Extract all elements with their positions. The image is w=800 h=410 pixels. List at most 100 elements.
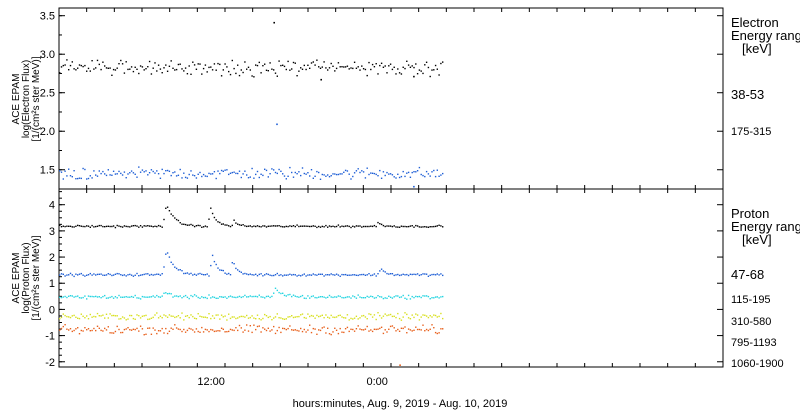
data-point-115-195 <box>260 273 262 275</box>
data-point-175-315 <box>415 171 417 173</box>
data-point-795-1193 <box>102 314 104 316</box>
data-point-115-195 <box>132 275 135 277</box>
data-point-310-580 <box>425 295 428 297</box>
x-tick-label: 0:00 <box>366 376 387 388</box>
data-point-47-68 <box>298 225 300 228</box>
data-point-175-315 <box>87 177 90 180</box>
data-point-1060-1900 <box>175 327 178 329</box>
data-point-175-315 <box>154 172 156 174</box>
data-point-115-195 <box>166 252 169 254</box>
data-point-310-580 <box>102 295 104 298</box>
data-point-38-53 <box>175 68 178 71</box>
data-point-175-315 <box>300 174 302 177</box>
data-point-175-315 <box>60 171 63 173</box>
data-point-115-195 <box>350 274 352 276</box>
data-point-310-580 <box>125 296 127 298</box>
data-point-47-68 <box>429 226 431 228</box>
data-point-38-53 <box>246 68 248 70</box>
data-point-47-68 <box>274 225 277 227</box>
data-point-38-53 <box>339 66 341 68</box>
data-point-1060-1900 <box>364 328 367 330</box>
electron-ylabel-line2: log(Electron Flux) <box>21 60 32 138</box>
data-point-310-580 <box>222 296 224 298</box>
data-point-47-68 <box>172 215 174 217</box>
data-point-175-315 <box>179 168 181 171</box>
data-point-795-1193 <box>436 316 438 318</box>
data-point-38-53 <box>303 64 305 67</box>
data-point-175-315 <box>442 172 444 175</box>
data-point-47-68 <box>397 226 399 228</box>
data-point-38-53 <box>249 69 251 71</box>
data-point-47-68 <box>156 225 158 228</box>
data-point-115-195 <box>177 269 180 271</box>
data-point-1060-1900 <box>112 332 115 334</box>
data-point-175-315 <box>69 175 72 177</box>
data-point-175-315 <box>335 173 338 176</box>
data-point-310-580 <box>348 296 350 298</box>
data-point-1060-1900 <box>134 328 136 331</box>
data-point-1060-1900 <box>125 328 127 330</box>
data-point-795-1193 <box>152 316 154 319</box>
data-point-38-53 <box>380 62 383 64</box>
data-point-38-53 <box>424 64 426 66</box>
data-point-175-315 <box>211 173 214 175</box>
data-point-38-53 <box>197 63 199 65</box>
data-point-115-195 <box>409 273 412 275</box>
data-point-115-195 <box>361 273 363 276</box>
data-point-115-195 <box>436 273 438 275</box>
data-point-175-315 <box>273 169 275 171</box>
data-point-38-53 <box>60 66 63 68</box>
data-point-795-1193 <box>69 316 72 319</box>
data-point-310-580 <box>139 298 142 300</box>
data-point-38-53 <box>409 66 412 68</box>
data-point-175-315 <box>341 173 343 175</box>
data-point-47-68 <box>242 224 244 226</box>
data-point-47-68 <box>174 217 176 219</box>
data-point-175-315 <box>186 177 189 179</box>
data-point-115-195 <box>150 273 153 276</box>
data-point-795-1193 <box>393 315 395 317</box>
data-point-115-195 <box>75 273 77 275</box>
data-point-175-315 <box>267 176 269 178</box>
data-point-795-1193 <box>224 315 226 317</box>
data-point-1060-1900 <box>73 329 75 332</box>
data-point-1060-1900 <box>269 330 271 332</box>
data-point-115-195 <box>96 273 99 276</box>
data-point-310-580 <box>364 297 367 299</box>
data-point-175-315 <box>433 169 435 172</box>
data-point-38-53 <box>125 61 127 63</box>
data-point-175-315 <box>296 173 298 175</box>
data-point-795-1193 <box>87 318 90 320</box>
data-point-1060-1900 <box>186 329 189 332</box>
data-point-310-580 <box>366 295 368 298</box>
data-point-115-195 <box>407 274 410 277</box>
data-point-47-68 <box>422 226 424 228</box>
data-point-47-68 <box>102 225 104 228</box>
data-point-310-580 <box>159 296 162 298</box>
data-point-1060-1900 <box>64 324 66 326</box>
data-point-795-1193 <box>319 315 322 317</box>
data-point-175-315 <box>377 175 379 177</box>
y-tick-label: -2 <box>45 357 55 369</box>
data-point-795-1193 <box>213 317 216 319</box>
data-point-795-1193 <box>192 315 194 318</box>
data-point-175-315 <box>255 173 257 176</box>
y-tick-label: 1.5 <box>40 165 55 177</box>
data-point-115-195 <box>325 274 327 276</box>
data-point-115-195 <box>425 273 428 275</box>
data-point-1060-1900 <box>226 331 228 333</box>
data-point-175-315 <box>325 175 327 177</box>
data-point-38-53 <box>130 66 133 68</box>
data-point-175-315 <box>201 175 203 178</box>
data-point-47-68 <box>184 223 187 226</box>
data-point-1060-1900 <box>395 330 397 332</box>
data-point-310-580 <box>357 294 359 296</box>
data-point-310-580 <box>96 296 99 298</box>
data-point-310-580 <box>285 295 287 297</box>
data-point-47-68 <box>206 226 208 228</box>
data-point-310-580 <box>296 296 298 298</box>
data-point-175-315 <box>98 170 100 172</box>
data-point-115-195 <box>170 261 172 263</box>
data-point-1060-1900 <box>95 329 97 332</box>
data-point-795-1193 <box>222 316 224 318</box>
